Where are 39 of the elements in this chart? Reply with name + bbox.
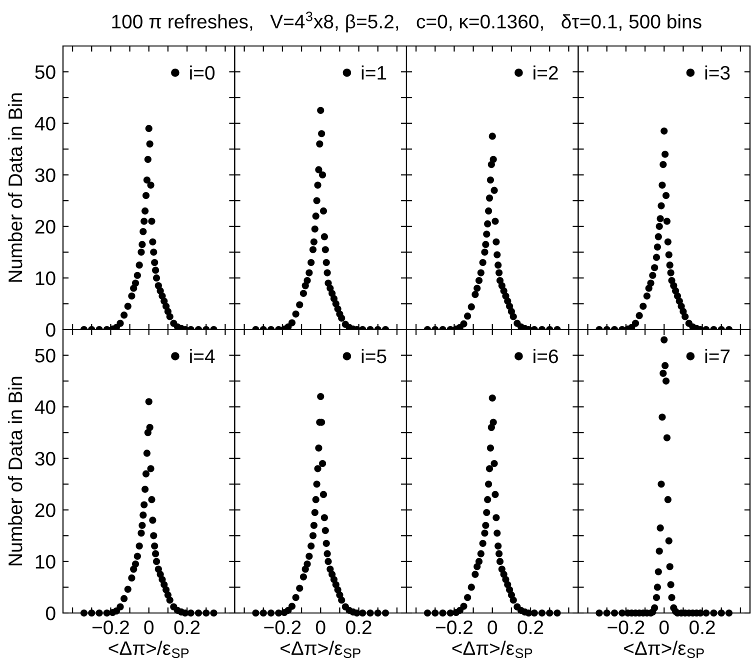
y-axis-title: Number of Data in Bin — [8, 93, 22, 282]
x-tick-label: 0 — [316, 620, 326, 634]
x-tick-label: 0 — [659, 620, 669, 634]
x-axis-title: <Δπ>/ε$_{SP}$ — [624, 640, 704, 658]
x-tick-label: 0 — [488, 620, 498, 634]
x-tick-label: 0.2 — [346, 620, 372, 634]
y-tick-label: 30 — [35, 168, 56, 182]
legend-label: i=3 — [705, 65, 730, 80]
y-tick-label: 20 — [35, 503, 56, 518]
legend-label: i=2 — [534, 65, 558, 80]
legend-label: i=4 — [190, 348, 215, 364]
y-tick-label: 50 — [35, 65, 56, 80]
x-tick-label: 0.2 — [690, 620, 715, 634]
y-tick-label: 0 — [46, 322, 56, 337]
text: 100 π refreshes, V=4$^{3}$x8, β=5.2, c=0, κ=0.1360, δτ=0.1, 500 bins — [112, 12, 702, 32]
y-tick-label: 20 — [35, 220, 56, 234]
x-axis-title: <Δπ>/ε$_{SP}$ — [280, 640, 360, 658]
legend-label: i=0 — [190, 65, 215, 80]
y-tick-label: 40 — [34, 116, 56, 131]
y-tick-label: 10 — [36, 271, 56, 286]
x-tick-label: 0 — [144, 620, 154, 634]
x-tick-label: −0.2 — [264, 620, 301, 634]
x-tick-label: 0.2 — [518, 620, 544, 634]
x-axis-title: <Δπ>/ε$_{SP}$ — [452, 640, 532, 658]
y-tick-label: 50 — [35, 348, 56, 363]
x-tick-label: 0.2 — [174, 620, 200, 634]
y-tick-label: 10 — [36, 554, 56, 569]
legend-label: i=7 — [705, 348, 730, 364]
y-tick-label: 0 — [46, 606, 56, 620]
x-tick-label: −0.2 — [436, 620, 472, 634]
x-axis-title: <Δπ>/ε$_{SP}$ — [108, 640, 189, 658]
y-axis-title: Number of Data in Bin — [8, 376, 22, 566]
y-tick-label: 30 — [35, 452, 56, 466]
y-tick-label: 40 — [34, 400, 56, 414]
x-tick-label: −0.2 — [92, 620, 129, 634]
legend-label: i=1 — [362, 65, 386, 80]
legend-label: i=6 — [534, 348, 558, 364]
x-tick-label: −0.2 — [608, 620, 644, 634]
legend-label: i=5 — [362, 348, 386, 364]
